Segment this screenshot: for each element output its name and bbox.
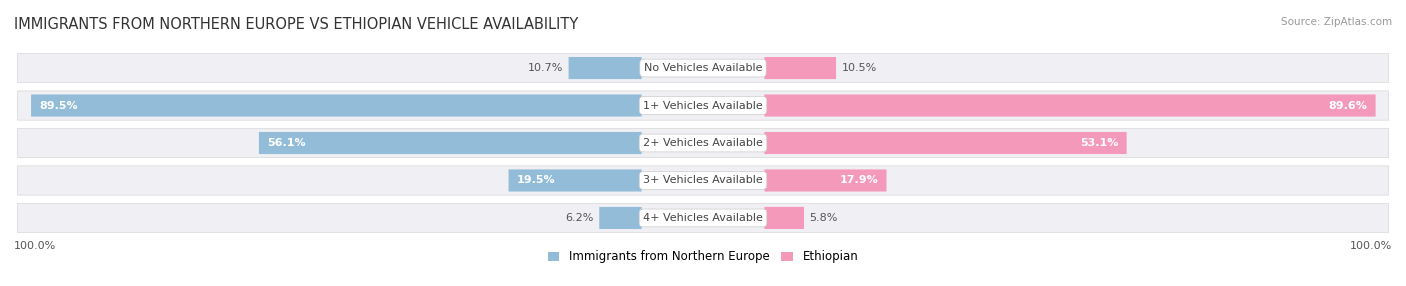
- Text: 3+ Vehicles Available: 3+ Vehicles Available: [643, 176, 763, 186]
- FancyBboxPatch shape: [31, 94, 641, 117]
- Text: 100.0%: 100.0%: [1350, 241, 1392, 251]
- FancyBboxPatch shape: [259, 132, 641, 154]
- FancyBboxPatch shape: [765, 57, 837, 79]
- FancyBboxPatch shape: [765, 94, 1375, 117]
- Text: No Vehicles Available: No Vehicles Available: [644, 63, 762, 73]
- Text: 89.6%: 89.6%: [1329, 100, 1368, 110]
- FancyBboxPatch shape: [568, 57, 641, 79]
- Text: 5.8%: 5.8%: [810, 213, 838, 223]
- Text: 4+ Vehicles Available: 4+ Vehicles Available: [643, 213, 763, 223]
- Text: 89.5%: 89.5%: [39, 100, 77, 110]
- FancyBboxPatch shape: [509, 169, 641, 192]
- FancyBboxPatch shape: [765, 169, 887, 192]
- FancyBboxPatch shape: [17, 53, 1389, 83]
- Text: 10.5%: 10.5%: [841, 63, 877, 73]
- Text: 56.1%: 56.1%: [267, 138, 305, 148]
- FancyBboxPatch shape: [17, 91, 1389, 120]
- Text: 53.1%: 53.1%: [1080, 138, 1118, 148]
- Text: 2+ Vehicles Available: 2+ Vehicles Available: [643, 138, 763, 148]
- FancyBboxPatch shape: [17, 166, 1389, 195]
- Legend: Immigrants from Northern Europe, Ethiopian: Immigrants from Northern Europe, Ethiopi…: [547, 250, 859, 263]
- Text: 19.5%: 19.5%: [517, 176, 555, 186]
- Text: 6.2%: 6.2%: [565, 213, 593, 223]
- FancyBboxPatch shape: [599, 207, 641, 229]
- FancyBboxPatch shape: [765, 132, 1126, 154]
- FancyBboxPatch shape: [765, 207, 804, 229]
- Text: 1+ Vehicles Available: 1+ Vehicles Available: [643, 100, 763, 110]
- Text: 100.0%: 100.0%: [14, 241, 56, 251]
- FancyBboxPatch shape: [17, 128, 1389, 158]
- Text: IMMIGRANTS FROM NORTHERN EUROPE VS ETHIOPIAN VEHICLE AVAILABILITY: IMMIGRANTS FROM NORTHERN EUROPE VS ETHIO…: [14, 17, 578, 32]
- Text: 10.7%: 10.7%: [527, 63, 564, 73]
- Text: 17.9%: 17.9%: [839, 176, 879, 186]
- FancyBboxPatch shape: [17, 203, 1389, 233]
- Text: Source: ZipAtlas.com: Source: ZipAtlas.com: [1281, 17, 1392, 27]
